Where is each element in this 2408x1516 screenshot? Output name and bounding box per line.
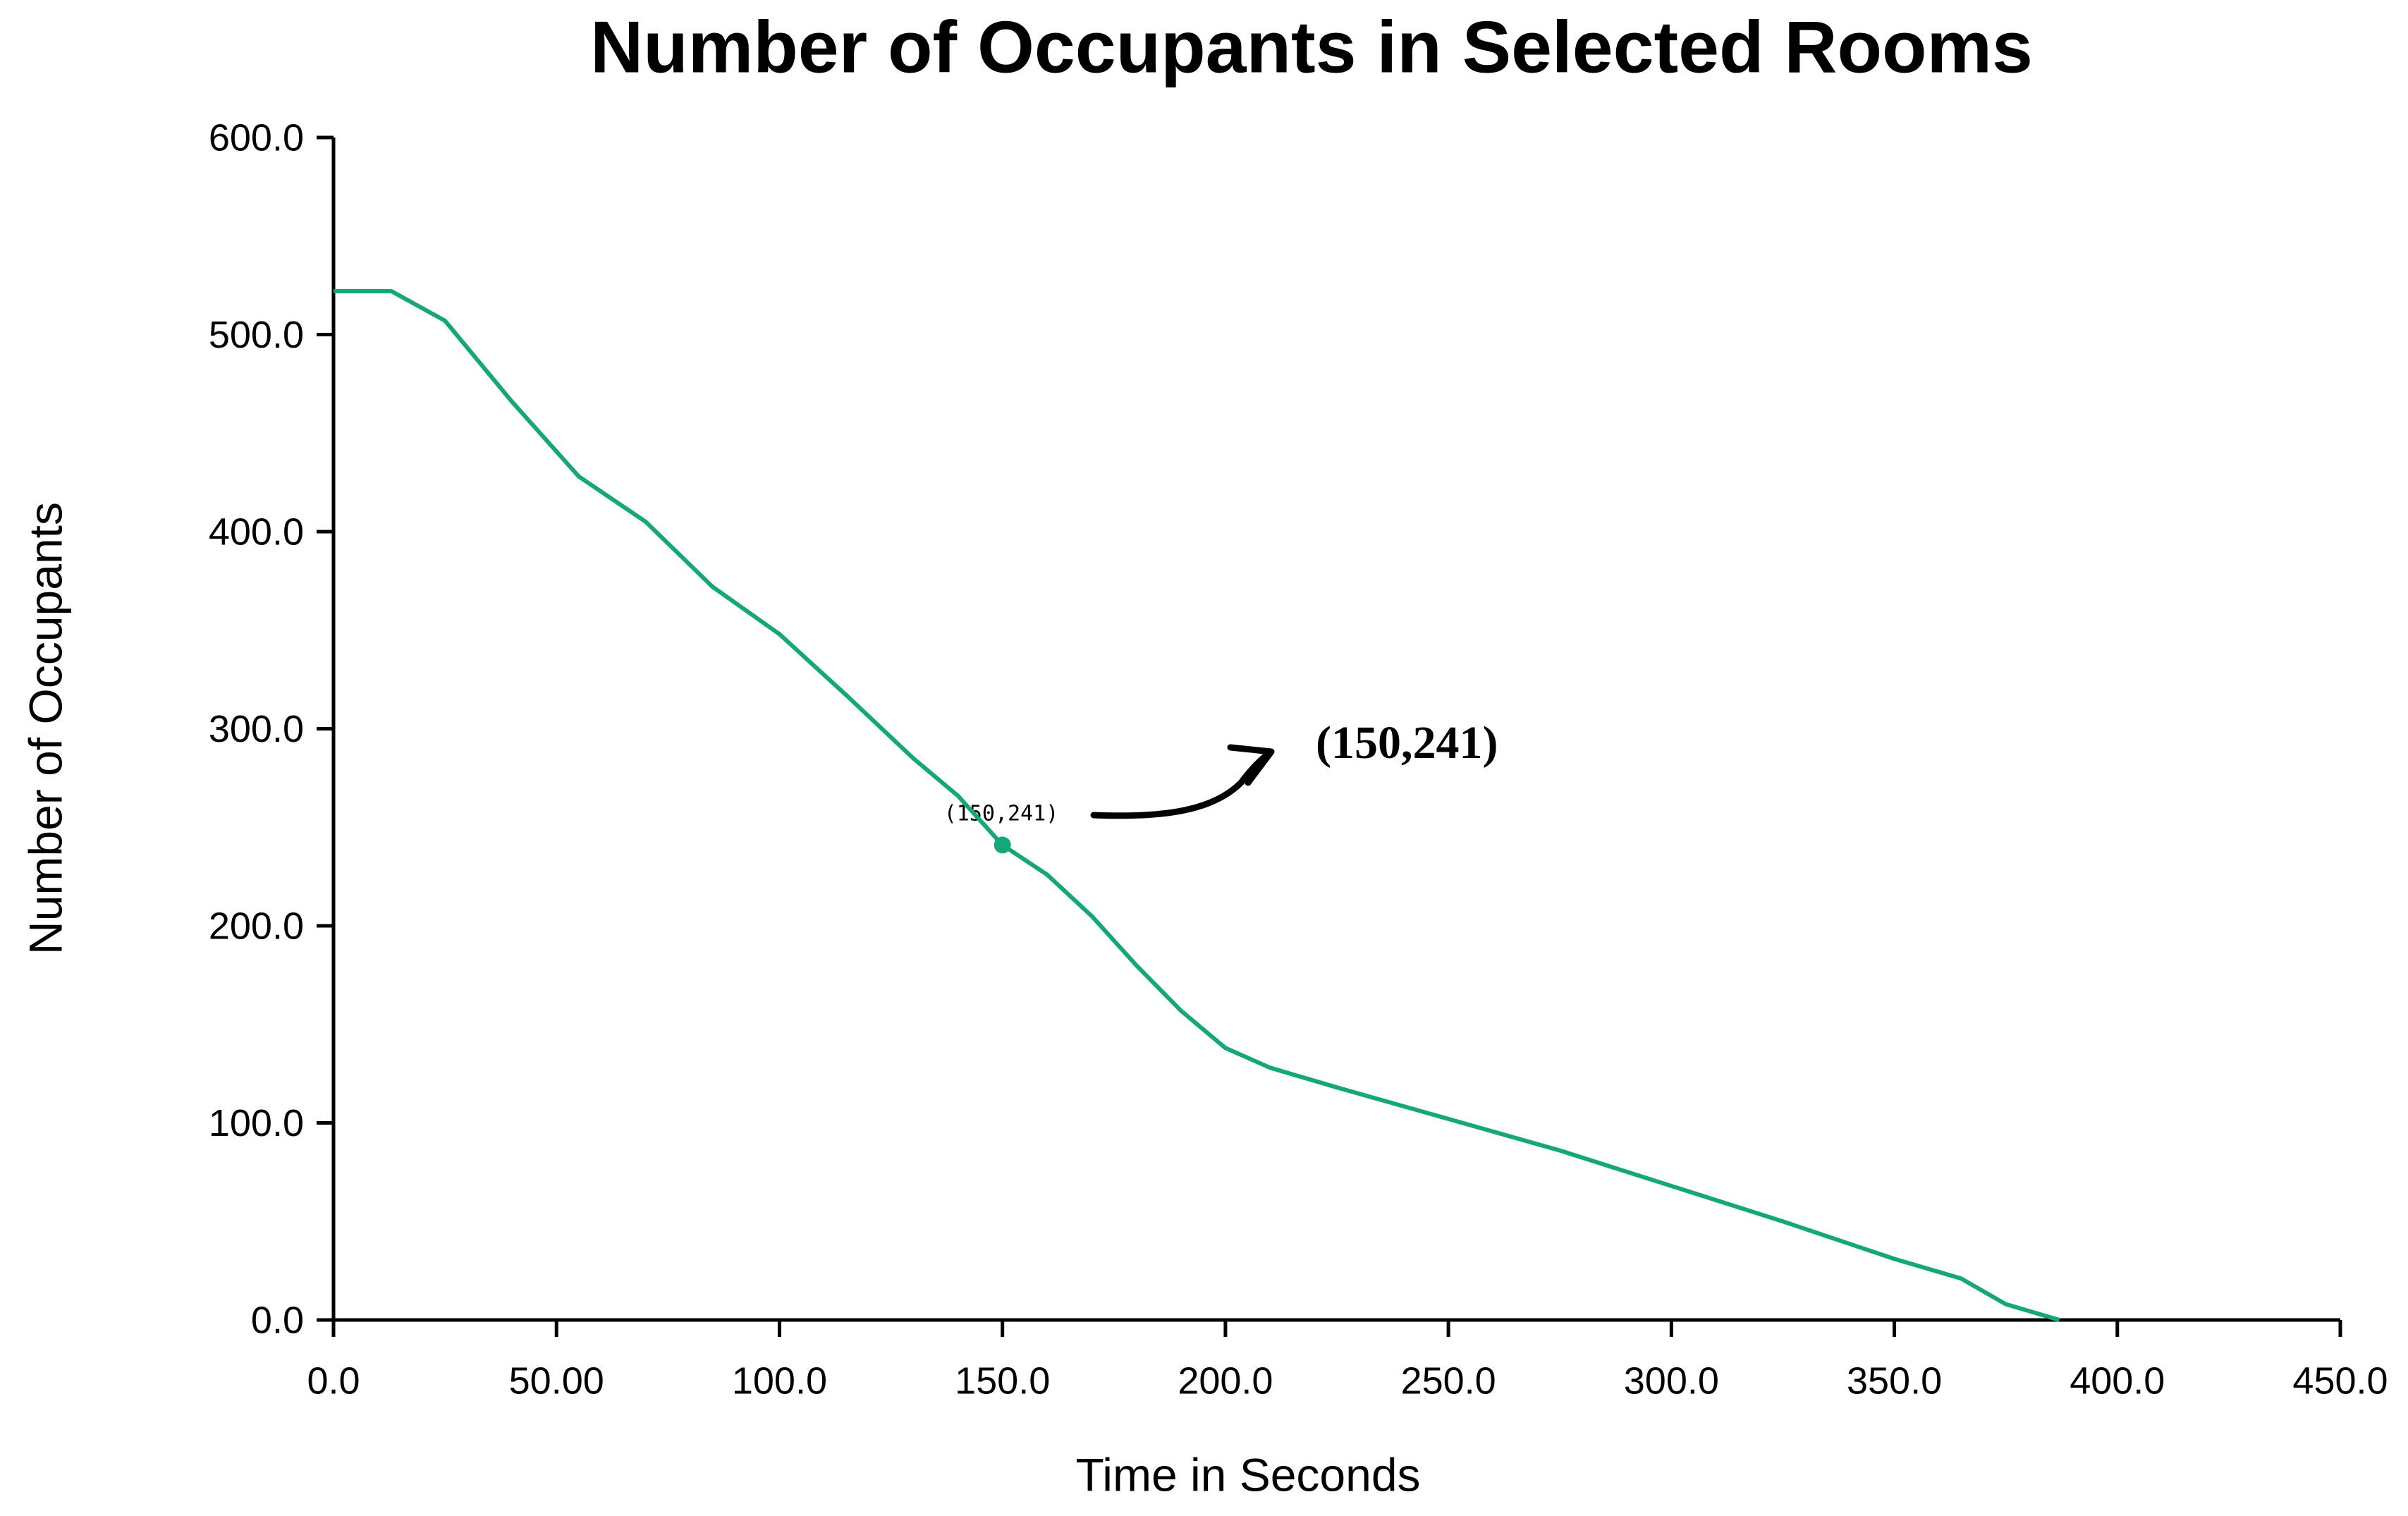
callout-label: (150,241) <box>1316 717 1498 769</box>
x-axis-title: Time in Seconds <box>1075 1448 1420 1500</box>
y-tick-label: 600.0 <box>209 116 304 159</box>
y-tick-label: 100.0 <box>209 1102 304 1144</box>
x-tick-label: 300.0 <box>1624 1359 1719 1402</box>
x-tick-label: 150.0 <box>955 1359 1050 1402</box>
chart-title: Number of Occupants in Selected Rooms <box>590 6 2033 88</box>
x-tick-label: 400.0 <box>2070 1359 2165 1402</box>
x-tick-label: 50.00 <box>509 1359 604 1402</box>
x-tick-label: 450.0 <box>2292 1359 2388 1402</box>
y-tick-label: 0.0 <box>251 1299 304 1341</box>
y-tick-label: 300.0 <box>209 708 304 750</box>
y-tick-label: 400.0 <box>209 511 304 553</box>
point-label: (150,241) <box>944 802 1059 826</box>
x-tick-label: 100.0 <box>732 1359 827 1402</box>
callout-arrow <box>1090 744 1275 819</box>
y-axis-title: Number of Occupants <box>19 502 71 955</box>
x-tick-label: 0.0 <box>307 1359 360 1402</box>
y-tick-label: 500.0 <box>209 314 304 356</box>
data-line <box>334 289 2060 1322</box>
highlight-point <box>994 836 1011 854</box>
x-tick-label: 200.0 <box>1178 1359 1273 1402</box>
y-tick-label: 200.0 <box>209 905 304 947</box>
x-tick-label: 350.0 <box>1847 1359 1942 1402</box>
x-tick-label: 250.0 <box>1401 1359 1496 1402</box>
